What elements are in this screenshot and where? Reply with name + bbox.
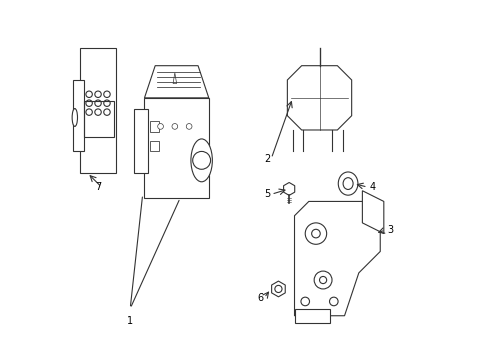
Polygon shape: [271, 281, 285, 297]
Circle shape: [313, 271, 331, 289]
Circle shape: [329, 297, 337, 306]
Circle shape: [300, 297, 309, 306]
Polygon shape: [144, 66, 208, 98]
Circle shape: [95, 109, 101, 115]
Circle shape: [157, 123, 163, 129]
Polygon shape: [294, 202, 380, 316]
Polygon shape: [287, 66, 351, 130]
Circle shape: [95, 91, 101, 98]
Polygon shape: [283, 183, 294, 195]
Ellipse shape: [72, 109, 77, 126]
FancyBboxPatch shape: [134, 109, 148, 173]
Circle shape: [103, 100, 110, 107]
Circle shape: [86, 100, 92, 107]
Circle shape: [86, 109, 92, 115]
Text: 3: 3: [386, 225, 393, 235]
Circle shape: [95, 100, 101, 107]
Text: 2: 2: [264, 154, 270, 163]
Ellipse shape: [190, 139, 212, 182]
Circle shape: [186, 123, 192, 129]
Circle shape: [172, 123, 177, 129]
Ellipse shape: [338, 172, 357, 195]
FancyBboxPatch shape: [80, 48, 116, 173]
Text: 7: 7: [95, 182, 102, 192]
Text: 4: 4: [369, 182, 375, 192]
Circle shape: [103, 91, 110, 98]
FancyBboxPatch shape: [73, 80, 83, 152]
Circle shape: [103, 109, 110, 115]
Text: 6: 6: [257, 293, 263, 303]
Circle shape: [305, 223, 326, 244]
FancyBboxPatch shape: [294, 309, 329, 323]
Circle shape: [86, 91, 92, 98]
Text: 1: 1: [127, 316, 133, 326]
Text: 5: 5: [264, 189, 270, 199]
FancyBboxPatch shape: [144, 98, 208, 198]
Polygon shape: [362, 191, 383, 234]
Circle shape: [192, 152, 210, 169]
